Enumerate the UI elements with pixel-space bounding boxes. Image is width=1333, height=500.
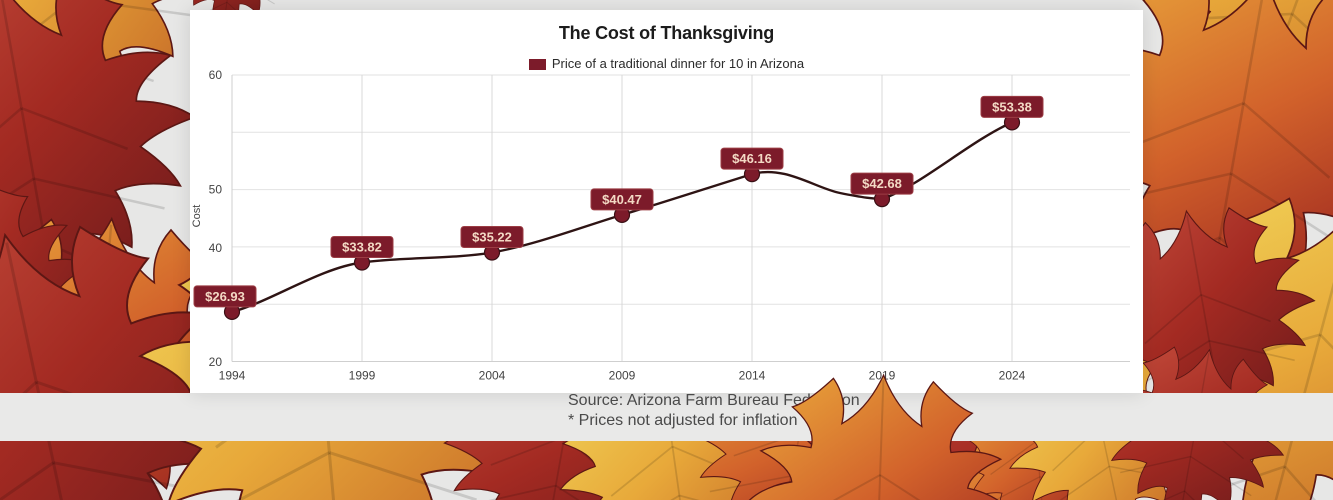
svg-text:2024: 2024 [999, 369, 1026, 383]
svg-text:40: 40 [209, 241, 223, 255]
svg-text:1994: 1994 [219, 369, 246, 383]
svg-text:$35.22: $35.22 [472, 230, 512, 245]
svg-text:1999: 1999 [349, 369, 376, 383]
svg-text:$53.38: $53.38 [992, 99, 1032, 114]
svg-text:$42.68: $42.68 [862, 176, 902, 191]
svg-text:2004: 2004 [479, 369, 506, 383]
svg-text:2009: 2009 [609, 369, 636, 383]
svg-text:60: 60 [209, 68, 223, 82]
svg-text:20: 20 [209, 355, 223, 369]
svg-text:$33.82: $33.82 [342, 240, 382, 255]
svg-text:$26.93: $26.93 [205, 289, 245, 304]
svg-text:50: 50 [209, 183, 223, 197]
svg-text:Cost: Cost [191, 205, 203, 228]
svg-text:$40.47: $40.47 [602, 192, 642, 207]
svg-text:2014: 2014 [739, 369, 766, 383]
svg-text:2019: 2019 [869, 369, 896, 383]
svg-text:$46.16: $46.16 [732, 151, 772, 166]
